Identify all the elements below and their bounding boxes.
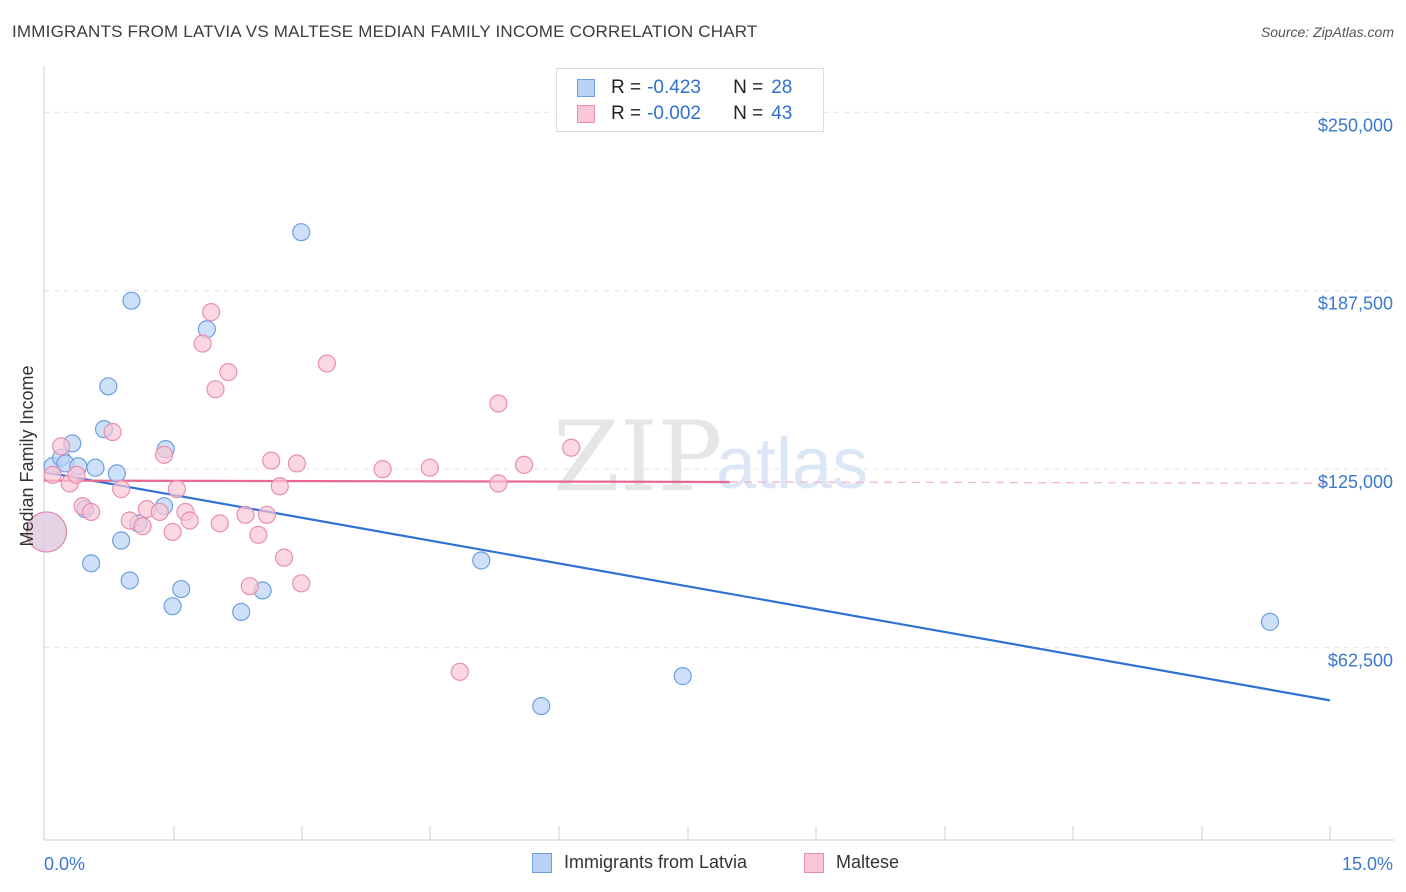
y-tick-label: $125,000 (1318, 472, 1393, 492)
maltese-point (210, 514, 229, 533)
maltese-point (236, 505, 255, 524)
legend-row-latvia: R = -0.423 N = 28 (577, 76, 792, 100)
legend-row-maltese: R = -0.002 N = 43 (577, 102, 792, 126)
latvia-point (532, 696, 551, 716)
maltese-point (112, 480, 131, 499)
maltese-point (489, 394, 508, 413)
data-points (25, 223, 1280, 716)
maltese-point (562, 438, 581, 457)
maltese-point (240, 577, 259, 596)
gridlines (44, 111, 1394, 649)
maltese-point (52, 437, 71, 456)
r-value: -0.423 (647, 77, 701, 98)
axes (43, 66, 1394, 841)
maltese-point (515, 455, 534, 474)
n-label: N = (733, 77, 764, 98)
r-value: -0.002 (647, 103, 701, 124)
r-label: R = (611, 77, 642, 98)
latvia-trend-line (43, 470, 1331, 702)
maltese-point (287, 454, 307, 473)
x-tick-label: 0.0% (44, 854, 85, 874)
maltese-point (180, 511, 199, 530)
latvia-point (673, 667, 692, 686)
latvia-point (122, 291, 141, 310)
maltese-point (82, 502, 101, 522)
latvia-point (112, 531, 131, 550)
y-tick-label: $62,500 (1328, 651, 1393, 671)
legend-item-maltese[interactable]: Maltese (804, 852, 899, 873)
x-tick-label: 15.0% (1342, 854, 1393, 874)
n-value: 43 (771, 103, 793, 124)
maltese-point (292, 574, 311, 593)
maltese-point (219, 362, 238, 382)
latvia-point (1260, 612, 1280, 631)
maltese-point (270, 477, 289, 496)
latvia-point (472, 551, 491, 570)
latvia-point (172, 579, 191, 599)
maltese-legend-swatch (804, 852, 824, 873)
maltese-point (43, 465, 62, 484)
legend-item-latvia[interactable]: Immigrants from Latvia (532, 852, 747, 873)
maltese-point (373, 460, 392, 479)
maltese-point (206, 380, 225, 399)
chart-source: Source: ZipAtlas.com (1260, 24, 1394, 40)
trend-lines (43, 470, 1331, 702)
maltese-point (150, 502, 169, 522)
correlation-legend: R = -0.423 N = 28 R = -0.002 N = 43 (556, 68, 824, 132)
latvia-legend-label: Immigrants from Latvia (564, 852, 748, 872)
chart-title: IMMIGRANTS FROM LATVIA VS MALTESE MEDIAN… (12, 22, 758, 41)
r-label: R = (611, 103, 642, 124)
latvia-point (86, 458, 105, 477)
latvia-legend-swatch (532, 852, 552, 873)
maltese-point (202, 303, 221, 322)
maltese-swatch (577, 105, 595, 123)
y-tick-label: $187,500 (1318, 294, 1393, 314)
maltese-point (103, 422, 122, 442)
maltese-trend-extension (729, 481, 1331, 484)
maltese-legend-label: Maltese (836, 852, 900, 872)
latvia-point (107, 464, 126, 483)
maltese-point (262, 451, 281, 470)
n-value: 28 (771, 77, 793, 98)
maltese-point (133, 517, 152, 536)
latvia-point (292, 223, 311, 242)
maltese-trend-line (43, 479, 730, 484)
maltese-point (317, 354, 337, 373)
watermark-atlas: atlas (716, 424, 868, 504)
latvia-point (163, 597, 182, 616)
maltese-point (450, 662, 469, 681)
maltese-point (193, 334, 212, 353)
latvia-point (232, 602, 251, 621)
maltese-point (163, 522, 182, 542)
latvia-swatch (577, 79, 595, 97)
y-tick-label: $250,000 (1318, 115, 1393, 135)
maltese-point (420, 458, 439, 477)
axis-labels: $62,500 $125,000 $187,500 $250,000 0.0% 15.0%… (17, 115, 1393, 874)
maltese-point (249, 525, 268, 544)
latvia-point (82, 554, 101, 573)
maltese-point (154, 445, 174, 464)
maltese-point (489, 474, 508, 493)
latvia-point (99, 377, 118, 396)
n-label: N = (733, 103, 764, 124)
maltese-point (274, 548, 294, 567)
maltese-point (167, 480, 186, 499)
watermark-zip: ZIP (553, 401, 722, 513)
maltese-point (25, 511, 68, 553)
y-axis-label: Median Family Income (17, 365, 37, 546)
maltese-point (67, 465, 86, 484)
latvia-point (120, 571, 139, 590)
maltese-point (257, 505, 277, 524)
